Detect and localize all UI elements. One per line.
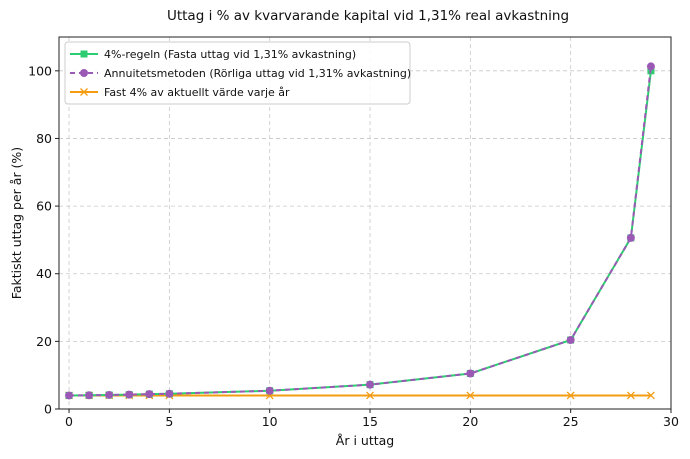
x-tick-label: 30 [663, 414, 679, 429]
legend-label: Fast 4% av aktuellt värde varje år [104, 86, 290, 99]
legend: 4%-regeln (Fasta uttag vid 1,31% avkastn… [64, 41, 411, 105]
legend-label: Annuitetsmetoden (Rörliga uttag vid 1,31… [104, 67, 411, 80]
data-point [265, 386, 274, 395]
y-tick-label: 0 [44, 402, 52, 417]
legend-item: 4%-regeln (Fasta uttag vid 1,31% avkastn… [70, 48, 356, 61]
y-tick-label: 20 [36, 334, 52, 349]
data-point [366, 380, 375, 389]
data-point [466, 391, 475, 400]
ticks: 0 5 10 15 20 25 30 0 20 40 60 80 100 [28, 63, 679, 429]
data-point [105, 390, 114, 399]
y-axis-label: Faktiskt uttag per år (%) [9, 147, 24, 299]
plot-frame [58, 36, 672, 410]
series-layer [65, 62, 655, 400]
y-tick-label: 80 [36, 131, 52, 146]
series-line [69, 70, 652, 397]
data-point [85, 391, 94, 400]
x-tick-label: 0 [65, 414, 73, 429]
series-3 [65, 391, 655, 400]
data-point [145, 390, 154, 399]
data-point [626, 233, 635, 242]
x-tick-label: 15 [362, 414, 378, 429]
y-tick-label: 100 [28, 63, 52, 78]
data-point [125, 390, 134, 399]
legend-marker [80, 50, 88, 58]
legend-item: Fast 4% av aktuellt värde varje år [70, 86, 290, 99]
data-point [366, 391, 374, 400]
data-point [626, 391, 635, 400]
series-1 [65, 67, 655, 399]
data-point [65, 391, 74, 400]
data-point [566, 336, 575, 345]
y-tick-label: 60 [36, 199, 52, 214]
data-point [646, 391, 655, 400]
legend-marker [80, 88, 88, 96]
data-point [566, 391, 575, 400]
data-point [466, 369, 475, 378]
legend-item: Annuitetsmetoden (Rörliga uttag vid 1,31… [70, 67, 411, 80]
data-point [165, 389, 174, 398]
x-tick-label: 10 [262, 414, 278, 429]
series-line [69, 66, 652, 397]
legend-label: 4%-regeln (Fasta uttag vid 1,31% avkastn… [104, 48, 356, 61]
x-tick-label: 20 [462, 414, 478, 429]
x-tick-label: 5 [165, 414, 173, 429]
data-point [646, 62, 655, 71]
x-tick-label: 25 [563, 414, 579, 429]
series-2 [65, 62, 655, 400]
y-tick-label: 40 [36, 266, 52, 281]
x-axis-label: År i uttag [336, 433, 394, 448]
chart-title: Uttag i % av kvarvarande kapital vid 1,3… [167, 8, 569, 24]
legend-marker [80, 69, 88, 77]
legend-frame [64, 41, 411, 105]
